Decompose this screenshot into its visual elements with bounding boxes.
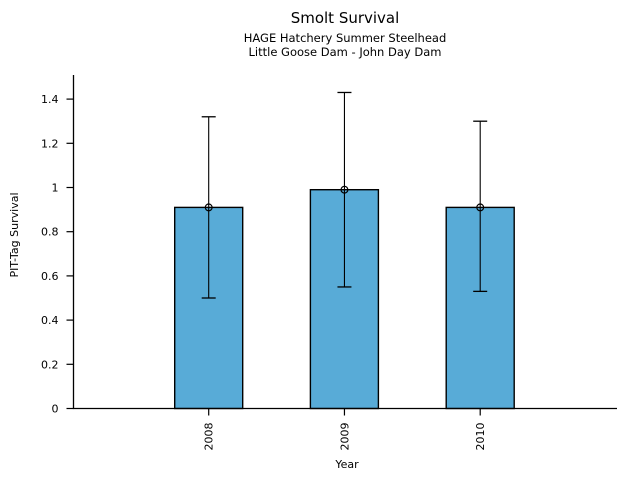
y-tick-label: 0: [52, 403, 59, 416]
point-marker-2008: [204, 203, 213, 212]
y-tick-label: 1: [52, 182, 59, 195]
y-tick-label: 1.4: [41, 93, 59, 106]
y-tick-label: 1.2: [41, 137, 59, 150]
chart-subtitle-hatchery: HAGE Hatchery Summer Steelhead: [243, 31, 447, 45]
x-axis-label: Year: [335, 458, 359, 471]
x-tick-label-2009: 2009: [338, 423, 351, 451]
chart-title: Smolt Survival: [290, 9, 400, 27]
point-marker-2009: [340, 185, 349, 194]
y-tick-label: 0.6: [41, 270, 59, 283]
y-tick-label: 0.2: [41, 358, 59, 371]
x-tick-label-2010: 2010: [474, 423, 487, 451]
x-tick-label-2008: 2008: [203, 423, 216, 451]
y-tick-label: 0.4: [41, 314, 59, 327]
point-marker-2010: [476, 203, 485, 212]
y-tick-label: 0.8: [41, 226, 59, 239]
chart-subtitle-reach: Little Goose Dam - John Day Dam: [248, 45, 442, 59]
